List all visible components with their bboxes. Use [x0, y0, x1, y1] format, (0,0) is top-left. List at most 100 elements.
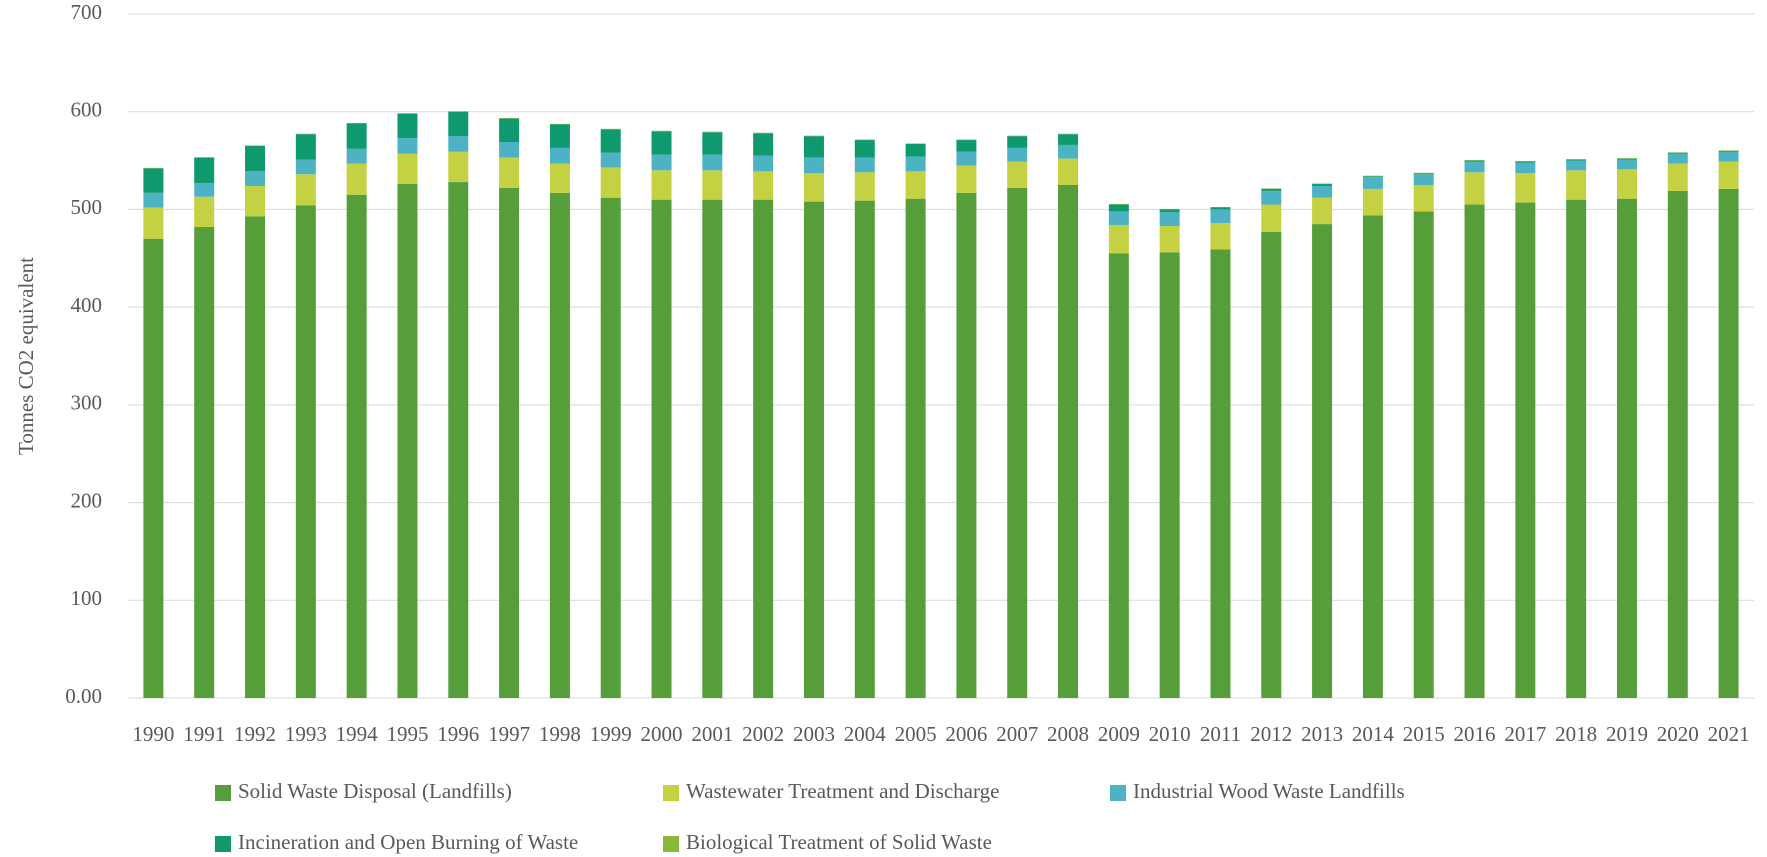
bar-segment	[702, 154, 723, 171]
bar-segment	[1261, 231, 1282, 698]
bar-segment	[143, 192, 164, 208]
x-tick-label: 1996	[437, 722, 479, 746]
x-tick-label: 1991	[183, 722, 225, 746]
bar-segment	[194, 227, 215, 698]
bar-segment	[1464, 161, 1485, 173]
bar-segment	[1667, 153, 1688, 164]
y-tick-label: 600	[71, 98, 103, 122]
bar-segment	[1159, 252, 1180, 698]
bar-segment	[1058, 144, 1079, 159]
bar-segment	[956, 140, 977, 152]
bar-segment	[448, 136, 469, 152]
bar-segment	[1058, 185, 1079, 698]
x-tick-label: 2009	[1098, 722, 1140, 746]
bar-segment	[702, 170, 723, 200]
x-tick-label: 2010	[1149, 722, 1191, 746]
bar-segment	[143, 238, 164, 698]
x-tick-label: 2018	[1555, 722, 1597, 746]
legend-swatch	[215, 785, 231, 801]
bar-segment	[600, 152, 621, 168]
y-tick-label: 200	[71, 488, 103, 512]
x-tick-label: 1994	[336, 722, 379, 746]
bar-segment	[346, 194, 367, 698]
bar-segment	[600, 167, 621, 198]
bar-segment	[1362, 188, 1383, 216]
bar-segment	[753, 199, 774, 698]
bar-segment	[1210, 249, 1231, 698]
bar-segment	[1413, 211, 1434, 698]
bar-segment	[499, 142, 520, 158]
bar-segment	[1007, 136, 1028, 148]
bar-segment	[397, 138, 418, 154]
bar-segment	[499, 118, 520, 143]
bar-segment	[854, 140, 875, 158]
y-tick-label: 0.00	[65, 684, 102, 708]
bar-segment	[956, 151, 977, 166]
bar-segment	[651, 199, 672, 698]
bar-segment	[1616, 169, 1637, 199]
x-tick-label: 2005	[895, 722, 937, 746]
bar-segment	[956, 165, 977, 193]
x-tick-label: 2008	[1047, 722, 1089, 746]
legend-label: Solid Waste Disposal (Landfills)	[238, 779, 512, 803]
x-tick-label: 2017	[1504, 722, 1546, 746]
bar-segment	[448, 111, 469, 137]
bar-segment	[1667, 190, 1688, 698]
x-tick-label: 2016	[1454, 722, 1496, 746]
bar-segment	[194, 183, 215, 197]
bar-segment	[499, 157, 520, 188]
bar-segment	[549, 163, 570, 193]
bar-segment	[1718, 188, 1739, 698]
x-tick-label: 2013	[1301, 722, 1343, 746]
x-tick-label: 2000	[641, 722, 683, 746]
bar-segment	[1718, 151, 1739, 162]
bar-segment	[1616, 159, 1637, 170]
bar-segment	[1261, 204, 1282, 232]
bar-segment	[956, 192, 977, 698]
bar-segment	[1362, 176, 1383, 178]
bar-segment	[1159, 226, 1180, 253]
bar-segment	[1108, 253, 1129, 698]
bar-segment	[1312, 184, 1333, 186]
bar-segment	[1007, 161, 1028, 188]
bar-segment	[702, 132, 723, 155]
x-tick-label: 2001	[691, 722, 733, 746]
bar-segment	[448, 151, 469, 183]
bar-segment	[1515, 173, 1536, 203]
x-tick-label: 2002	[742, 722, 784, 746]
bar-segment	[803, 136, 824, 158]
bar-segment	[397, 184, 418, 699]
bar-segment	[600, 197, 621, 698]
legend-swatch	[215, 836, 231, 852]
bar-segment	[651, 131, 672, 155]
bar-segment	[1566, 159, 1587, 161]
bar-segment	[1159, 212, 1180, 227]
bar-segment	[549, 124, 570, 148]
bar-segment	[1413, 185, 1434, 212]
bar-segment	[1159, 209, 1180, 213]
bar-segment	[1566, 170, 1587, 200]
x-tick-label: 1999	[590, 722, 632, 746]
x-tick-label: 2004	[844, 722, 887, 746]
bar-segment	[397, 113, 418, 139]
y-tick-label: 400	[71, 293, 103, 317]
bar-segment	[753, 171, 774, 200]
bar-segment	[549, 192, 570, 698]
bar-segment	[1667, 163, 1688, 191]
bar-segment	[1515, 202, 1536, 699]
x-tick-label: 2007	[996, 722, 1038, 746]
bar-segment	[1566, 160, 1587, 171]
y-tick-label: 700	[71, 0, 103, 24]
bar-segment	[600, 129, 621, 153]
y-tick-label: 300	[71, 391, 103, 415]
legend-swatch	[1110, 785, 1126, 801]
bar-segment	[346, 123, 367, 149]
bar-segment	[803, 201, 824, 698]
bar-segment	[702, 199, 723, 698]
bar-segment	[1108, 211, 1129, 226]
bar-segment	[245, 216, 266, 699]
bar-segment	[1362, 177, 1383, 189]
bar-segment	[143, 168, 164, 193]
